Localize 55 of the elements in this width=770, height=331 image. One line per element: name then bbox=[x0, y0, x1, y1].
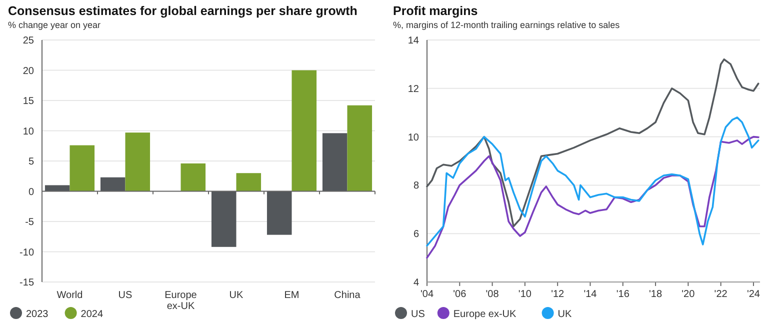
chart-title: Consensus estimates for global earnings per share growth bbox=[8, 4, 358, 18]
legend-label: US bbox=[411, 309, 426, 320]
legend-label: UK bbox=[558, 309, 572, 320]
bar bbox=[347, 105, 372, 192]
y-tick-label: 10 bbox=[408, 132, 420, 144]
bar bbox=[100, 177, 126, 192]
x-tick-label: UK bbox=[229, 290, 244, 301]
x-tick-label: '14 bbox=[584, 289, 598, 300]
x-tick-label: US bbox=[118, 290, 133, 301]
y-tick-label: -15 bbox=[20, 278, 34, 288]
line-series bbox=[426, 58, 760, 228]
bar bbox=[266, 191, 292, 235]
bar bbox=[125, 132, 150, 192]
y-tick-label: 8 bbox=[413, 180, 420, 192]
bar bbox=[236, 173, 262, 192]
x-tick-label: '20 bbox=[682, 289, 696, 300]
y-tick-label: 10 bbox=[22, 126, 34, 138]
x-tick-label: '08 bbox=[486, 289, 500, 300]
y-tick-label: 12 bbox=[408, 84, 420, 95]
chart-subtitle: %, margins of 12-month trailing earnings relative to sales bbox=[393, 20, 620, 30]
x-tick-label: '12 bbox=[551, 289, 565, 300]
bar bbox=[322, 133, 348, 192]
y-tick-label: 14 bbox=[408, 36, 420, 46]
y-tick-label: 5 bbox=[28, 156, 34, 168]
y-tick-label: 4 bbox=[413, 278, 420, 288]
chart-subtitle: % change year on year bbox=[8, 20, 101, 30]
legend-label: 2023 bbox=[26, 309, 49, 320]
x-tick-label: '06 bbox=[453, 289, 467, 300]
y-tick-label: 6 bbox=[413, 229, 420, 240]
y-tick-label: 20 bbox=[22, 66, 34, 77]
x-tick-label: China bbox=[334, 290, 361, 301]
x-tick-label: '24 bbox=[746, 289, 760, 300]
x-tick-label: '18 bbox=[649, 289, 662, 300]
line-series bbox=[426, 116, 760, 247]
bar bbox=[292, 70, 317, 192]
y-tick-label: -10 bbox=[20, 247, 34, 258]
x-tick-label: '10 bbox=[518, 289, 532, 300]
y-tick-label: 15 bbox=[22, 96, 34, 107]
bar bbox=[211, 191, 236, 247]
x-tick-label: Europe ex-UK bbox=[164, 290, 198, 312]
chart-title: Profit margins bbox=[393, 4, 478, 18]
line-series bbox=[426, 136, 760, 259]
y-tick-label: -5 bbox=[25, 217, 34, 228]
x-tick-label: World bbox=[56, 290, 83, 301]
legend-label: 2024 bbox=[80, 309, 104, 320]
bar bbox=[44, 185, 70, 192]
y-tick-label: 25 bbox=[22, 36, 34, 46]
bar bbox=[180, 163, 206, 192]
bar bbox=[70, 145, 95, 192]
legend-label: Europe ex-UK bbox=[453, 309, 517, 320]
x-tick-label: '16 bbox=[616, 289, 630, 300]
x-tick-label: '22 bbox=[714, 289, 728, 300]
y-tick-label: 0 bbox=[28, 186, 34, 198]
x-tick-label: '04 bbox=[420, 289, 434, 300]
x-tick-label: EM bbox=[284, 290, 300, 301]
